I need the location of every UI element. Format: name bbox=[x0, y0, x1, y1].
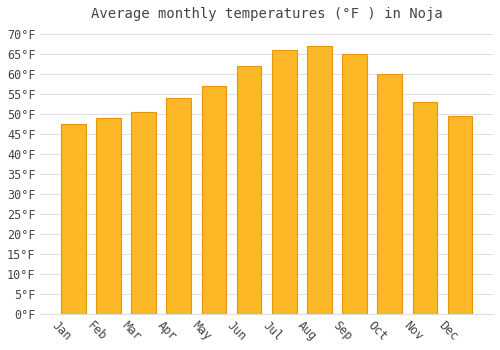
Bar bbox=[448, 116, 472, 314]
Bar bbox=[61, 124, 86, 314]
Bar bbox=[412, 102, 438, 314]
Bar bbox=[272, 50, 296, 314]
Bar bbox=[342, 54, 367, 314]
Bar bbox=[237, 66, 262, 314]
Bar bbox=[96, 118, 120, 314]
Bar bbox=[378, 74, 402, 314]
Bar bbox=[131, 112, 156, 314]
Title: Average monthly temperatures (°F ) in Noja: Average monthly temperatures (°F ) in No… bbox=[91, 7, 443, 21]
Bar bbox=[166, 98, 191, 314]
Bar bbox=[307, 46, 332, 314]
Bar bbox=[202, 86, 226, 314]
